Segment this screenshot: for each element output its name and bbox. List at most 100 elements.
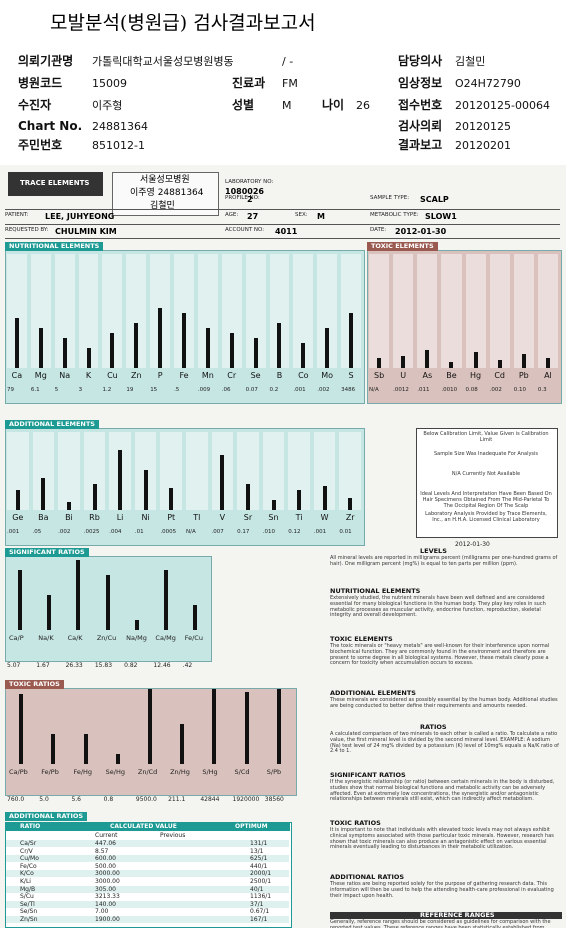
cell: 1136/1 [250,893,272,901]
bar [46,595,51,630]
title: 모발분석(병원급) 검사결과보고서 [50,12,316,34]
field-label: 결과보고 [398,138,443,152]
row-band [6,855,289,863]
bar [325,328,330,368]
bar [425,350,430,368]
bar [220,455,225,510]
element-value: 0.10 [513,387,526,393]
section-title: ADDITIONAL RATIOS [5,812,88,821]
element-value: .0012 [393,387,409,393]
ratio-value: 42844 [200,796,220,803]
ratio-value: 760.0 [7,796,25,803]
ratio-value: 15.83 [94,662,113,669]
element-symbol: Co [298,371,309,380]
cell: Cu/Mo [20,855,39,863]
bar [473,352,478,368]
element-symbol: Cr [227,371,237,380]
ratio-value: 0.8 [103,796,114,803]
report-value: 2 [247,195,253,204]
element-value: 6.1 [30,387,40,393]
element-value: 3486 [341,387,356,393]
bar [212,689,217,764]
bar [276,689,281,764]
element-value: .5 [174,387,180,393]
cell: 1900.00 [95,916,120,923]
cell: K/Li [20,878,31,885]
field-label: Chart No. [18,119,83,133]
element-symbol: Rb [89,513,100,522]
field-value: 가톨릭대학교서울성모병원병동 [92,55,234,68]
element-symbol: S [348,371,354,380]
element-symbol: Na [59,371,71,380]
element-value: .007 [211,529,224,535]
bar [110,333,115,368]
note-title: REFERENCE RANGES [420,911,495,919]
field-label: 담당의사 [398,54,443,68]
element-value: .001 [293,387,306,393]
bar [169,488,174,510]
cell: 0.67/1 [250,908,270,916]
column [313,432,336,510]
ratio-value: 5.0 [39,796,49,803]
element-symbol: Bi [65,513,73,522]
report-value: 4011 [275,227,298,236]
legend-text: N/A Currently Not Available [451,471,521,477]
note-title: LEVELS [420,547,447,555]
column [83,432,106,510]
report-value: LEE, JUHYEONG [45,212,115,221]
bar [180,724,185,764]
element-value: .002 [317,387,330,393]
element-value: 0.07 [245,387,258,393]
stamp-text: 이주영 24881364 [130,188,204,198]
legend-text: Below Calibration Limit, Value Given is … [423,431,549,443]
row-band [6,870,289,878]
row-band [6,840,289,847]
rule [5,209,560,210]
ratio-name: Zn/Cu [96,634,117,642]
note-text: All mineral levels are reported in milli… [330,555,558,567]
bar [14,318,19,368]
column [513,254,534,368]
field-value: O24H72790 [455,77,521,90]
report-label: SEX: [295,212,308,218]
stamp-text: 서울성모병원 [140,175,190,185]
cell: Se/Tl [20,900,35,908]
ratio-name: Ca/Mg [155,634,176,642]
bar [348,498,353,510]
report-label: SAMPLE TYPE: [370,195,410,201]
bar [148,689,152,764]
cell: 447.06 [95,840,116,847]
lab-logo [8,172,103,196]
ratio-name: Na/Mg [126,634,147,642]
ratio-value: 1.67 [36,662,50,669]
bar [115,754,120,764]
column [293,254,314,368]
column [341,254,361,368]
column [221,254,242,368]
report-value: M [317,212,325,221]
field-label: 주민번호 [18,138,63,152]
field-value: / - [282,55,294,68]
ratio-name: Zn/Hg [170,768,190,776]
ratio-value: 1920000 [232,796,260,803]
date: 2012-01-30 [455,541,490,548]
row-band [6,916,289,923]
report-value: 2012-01-30 [395,227,447,236]
report-label: REQUESTED BY: [5,227,49,233]
cell: 3000.00 [95,878,120,885]
element-value: .06 [221,387,231,393]
section-title: ADDITIONAL ELEMENTS [5,420,99,429]
element-symbol: Mn [201,371,214,380]
bar [105,575,110,630]
element-value: .011 [417,387,430,393]
element-value: .001 [313,529,327,535]
cell: Cr/V [20,847,33,855]
report-label: PROFILE NO: [225,195,260,201]
ratio-name: S/Cd [234,768,250,776]
rule [5,224,560,225]
element-value: 0.01 [339,529,352,535]
bar [277,323,282,368]
column [197,254,218,368]
table-head [5,822,290,831]
bar [134,620,139,630]
